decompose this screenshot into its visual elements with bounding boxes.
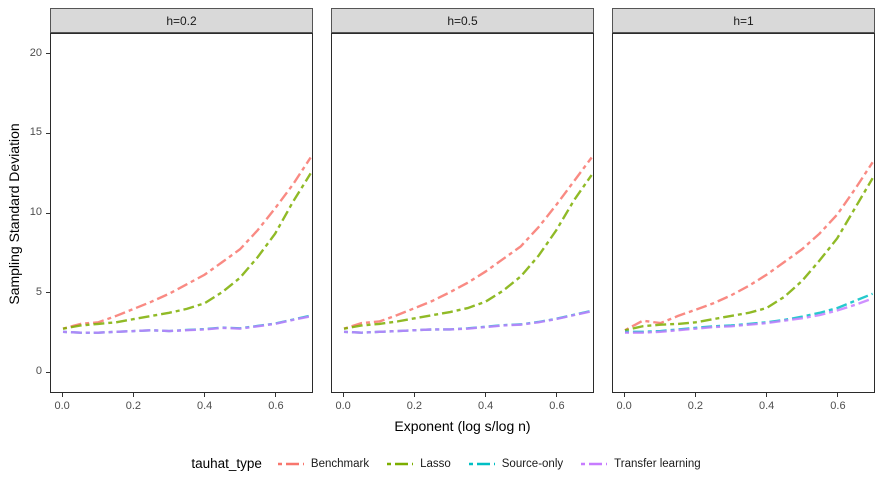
legend-key-benchmark xyxy=(277,462,304,465)
legend-label-benchmark: Benchmark xyxy=(310,457,370,470)
legend-title: tauhat_type xyxy=(191,456,262,471)
x-tick xyxy=(275,393,277,397)
facet-panel xyxy=(612,33,875,393)
x-tick xyxy=(61,393,63,397)
x-tick xyxy=(694,393,696,397)
x-tick-label: 0.0 xyxy=(616,400,632,412)
x-tick-label: 0.2 xyxy=(406,400,423,412)
x-tick-label: 0.0 xyxy=(335,400,351,412)
y-tick-label: 5 xyxy=(35,285,42,298)
x-tick xyxy=(204,393,206,397)
x-axis-title: Exponent (log s/log n) xyxy=(394,418,531,434)
legend-label-lasso: Lasso xyxy=(420,457,451,470)
y-tick-label: 15 xyxy=(29,126,42,139)
legend-items: Benchmark Lasso Source-only Transfer learni… xyxy=(277,457,701,470)
series-line-transfer xyxy=(343,310,592,334)
x-tick-label: 0.4 xyxy=(759,400,775,412)
y-tick xyxy=(46,132,50,134)
y-tick xyxy=(46,371,50,373)
x-tick xyxy=(342,393,344,397)
legend-key-transfer xyxy=(581,462,608,465)
series-line-transfer xyxy=(625,297,874,334)
y-tick xyxy=(46,212,50,214)
series-line-benchmark xyxy=(343,156,593,330)
legend-label-source_only: Source-only xyxy=(501,457,564,470)
legend-key-lasso xyxy=(387,462,414,465)
y-tick-label: 20 xyxy=(29,46,42,59)
legend-item-source_only: Source-only xyxy=(468,457,564,470)
x-tick-label: 0.2 xyxy=(125,400,142,412)
series-line-lasso xyxy=(624,177,874,332)
x-tick xyxy=(132,393,134,397)
legend: tauhat_type Benchmark Lasso Source-only Tra… xyxy=(0,456,892,471)
series-line-benchmark xyxy=(62,156,312,330)
x-tick xyxy=(837,393,839,397)
y-tick xyxy=(46,292,50,294)
x-tick xyxy=(413,393,415,397)
series-line-lasso xyxy=(343,174,593,330)
x-tick-label: 0.4 xyxy=(478,400,494,412)
y-tick-label: 0 xyxy=(35,365,42,378)
facet-panel xyxy=(331,33,594,393)
x-tick-label: 0.6 xyxy=(268,400,284,412)
x-tick-label: 0.6 xyxy=(830,400,846,412)
plot-area: h=0.2 0.0 0.2 0.4 0.6 h=0.5 0.0 0.2 0.4 0.6 h=1 0.0… xyxy=(30,8,875,412)
y-tick xyxy=(46,53,50,55)
series-line-transfer xyxy=(62,315,311,334)
x-tick-label: 0.4 xyxy=(197,400,213,412)
legend-key-source_only xyxy=(468,462,495,465)
facet-strip: h=0.5 xyxy=(331,8,594,33)
series-line-lasso xyxy=(62,172,312,330)
facet-strip-label: h=0.2 xyxy=(166,13,197,28)
x-tick xyxy=(556,393,558,397)
facet-strip: h=0.2 xyxy=(50,8,313,33)
facet-strip-label: h=1 xyxy=(733,13,754,28)
x-tick-label: 0.0 xyxy=(54,400,70,412)
series-line-benchmark xyxy=(624,161,874,332)
legend-label-transfer: Transfer learning xyxy=(614,457,701,470)
x-tick xyxy=(623,393,625,397)
x-tick-label: 0.2 xyxy=(687,400,704,412)
x-tick xyxy=(766,393,768,397)
legend-item-transfer: Transfer learning xyxy=(581,458,701,470)
x-tick-label: 0.6 xyxy=(549,400,565,412)
legend-item-lasso: Lasso xyxy=(387,458,451,470)
legend-item-benchmark: Benchmark xyxy=(277,457,370,470)
facet-strip: h=1 xyxy=(612,8,875,33)
facet-panel xyxy=(50,33,313,393)
y-tick-label: 10 xyxy=(29,206,42,218)
facet-strip-label: h=0.5 xyxy=(447,13,478,28)
x-tick xyxy=(485,393,487,397)
